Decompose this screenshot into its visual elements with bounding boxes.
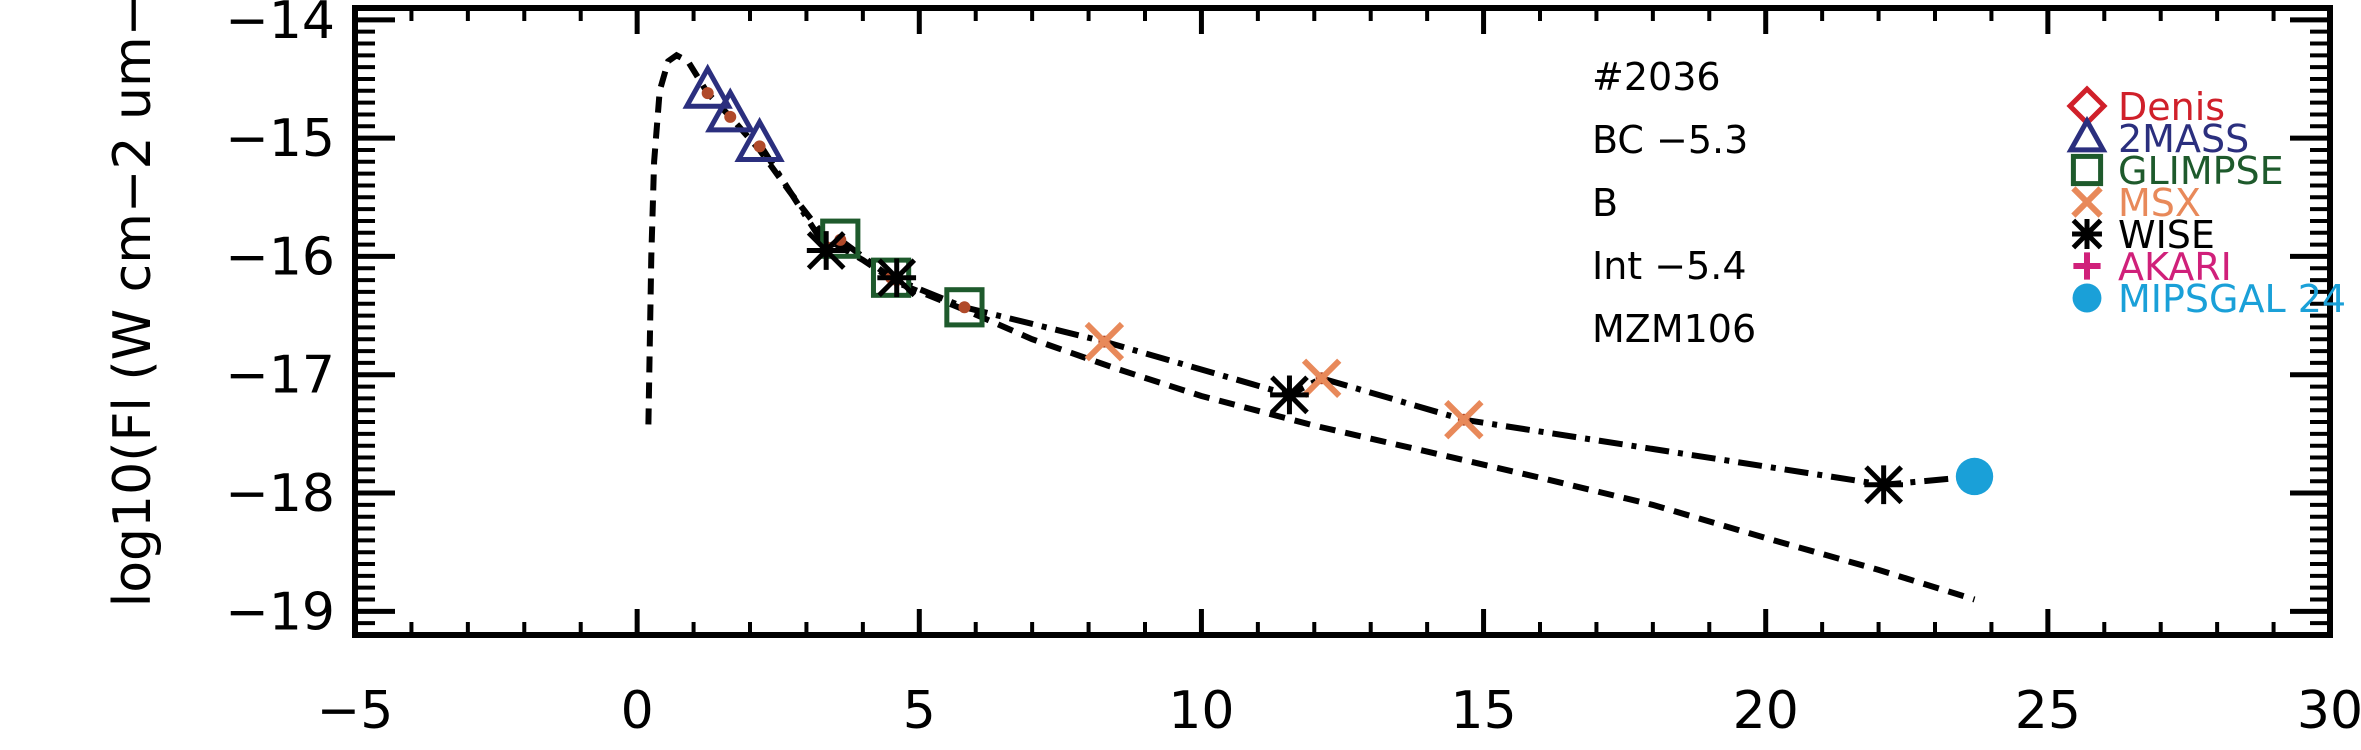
- y-axis-label: log10(Fl (W cm−2 um−: [103, 0, 163, 607]
- legend-2mass-label: 2MASS: [2118, 117, 2249, 161]
- model-curve-dashdot: [757, 142, 1975, 488]
- annotation-line: #2036: [1592, 55, 1721, 99]
- msx-marker: [1301, 358, 1342, 399]
- legend-akari-label: AKARI: [2118, 245, 2232, 289]
- y-tick-label: −14: [225, 0, 335, 51]
- plot-frame: [352, 5, 2333, 638]
- y-tick-label: −16: [225, 227, 335, 287]
- x-tick-label: 20: [1733, 681, 1799, 741]
- fit-point: [753, 140, 766, 153]
- annotation-line: Int −5.4: [1592, 244, 1747, 288]
- y-tick-label: −18: [225, 464, 335, 524]
- x-tick-label: 15: [1450, 681, 1516, 741]
- axis-ticks: [352, 6, 2333, 637]
- legend-msx-icon: [2071, 186, 2103, 218]
- x-tick-label: 30: [2297, 681, 2361, 741]
- y-tick-label: −17: [225, 346, 335, 406]
- 2mass-marker: [682, 63, 733, 109]
- legend-2mass-icon: [2066, 115, 2108, 153]
- annotation-line: BC −5.3: [1592, 118, 1748, 162]
- y-tick-label: −15: [225, 109, 335, 169]
- fit-points: [701, 87, 1981, 491]
- x-tick-label: 0: [621, 681, 654, 741]
- legend-glimpse-icon: [2070, 153, 2104, 187]
- wise-marker: [806, 231, 846, 270]
- legend-wise-icon: [2071, 218, 2103, 250]
- legend-mipsgal-24-label: MIPSGAL 24: [2118, 277, 2346, 321]
- annotation-line: MZM106: [1592, 307, 1756, 351]
- wise-marker: [1270, 375, 1309, 415]
- legend-mipsgal-24-icon: [2072, 283, 2102, 313]
- x-tick-label: −5: [317, 681, 394, 741]
- 2mass-marker: [705, 87, 756, 133]
- x-tick-label: 5: [903, 681, 936, 741]
- fit-point: [701, 87, 714, 100]
- legend-denis-label: Denis: [2118, 85, 2225, 129]
- y-tick-label: −19: [225, 582, 335, 642]
- legend-akari-icon: [2073, 252, 2101, 280]
- wise-marker: [877, 258, 917, 298]
- 2mass-marker: [734, 116, 785, 162]
- fit-point: [958, 301, 971, 314]
- legend-glimpse-label: GLIMPSE: [2118, 149, 2284, 193]
- x-tick-label: 25: [2015, 681, 2081, 741]
- legend-wise-label: WISE: [2118, 213, 2215, 257]
- fit-point: [724, 110, 737, 123]
- x-tick-labels: −5 0 5 10 15 20 25 30: [317, 681, 2361, 741]
- photometry-markers: [682, 63, 1994, 505]
- wise-marker: [1864, 465, 1904, 505]
- mipsgal-24-marker: [1955, 457, 1994, 496]
- model-curves: [645, 51, 1976, 603]
- msx-marker: [1084, 321, 1125, 362]
- glimpse-marker: [944, 287, 985, 328]
- legend-msx-label: MSX: [2118, 181, 2201, 225]
- y-tick-labels: −19 −18 −17 −16 −15 −14: [225, 0, 335, 642]
- model-curve-dashed: [645, 51, 1976, 603]
- annotation-line: B: [1592, 181, 1618, 225]
- glimpse-marker: [820, 218, 861, 259]
- annotations: #2036 BC −5.3 B Int −5.4 MZM106: [1592, 55, 1756, 351]
- msx-marker: [1444, 399, 1484, 440]
- x-tick-label: 10: [1168, 681, 1234, 741]
